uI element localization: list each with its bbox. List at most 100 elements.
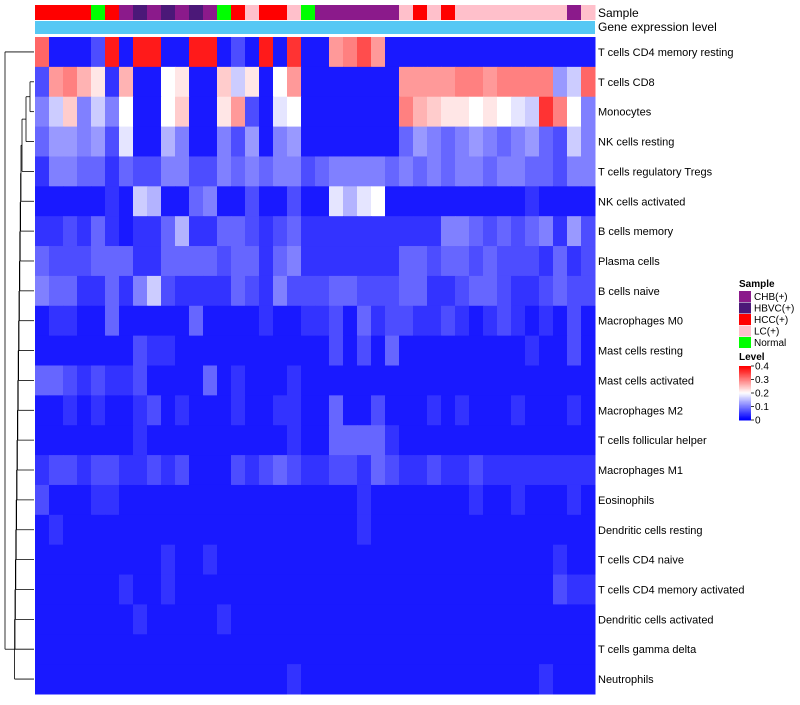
heatmap-cell <box>175 574 190 605</box>
heatmap-cell <box>105 335 120 366</box>
heatmap-cell <box>203 126 218 157</box>
heatmap-cell <box>343 425 358 456</box>
heatmap-cell <box>427 126 442 157</box>
heatmap-cell <box>273 156 288 187</box>
heatmap-cell <box>357 604 372 635</box>
heatmap-cell <box>35 186 50 217</box>
heatmap-cell <box>119 335 134 366</box>
heatmap-cell <box>385 395 400 426</box>
sample-legend-label: Normal <box>754 338 786 349</box>
heatmap-cell <box>455 126 470 157</box>
heatmap-cell <box>147 156 162 187</box>
heatmap-cell <box>189 425 204 456</box>
heatmap-cell <box>399 455 414 486</box>
heatmap-cell <box>399 126 414 157</box>
heatmap-cell <box>539 455 554 486</box>
heatmap-cell <box>231 664 246 695</box>
heatmap-cell <box>553 604 568 635</box>
heatmap-cell <box>385 574 400 605</box>
heatmap-cell <box>497 216 512 247</box>
row-labels: T cells CD4 memory resting T cells CD8 Mon… <box>598 47 745 686</box>
sample-annotation-cell <box>581 5 596 20</box>
heatmap-cell <box>119 634 134 665</box>
heatmap-cell <box>385 66 400 98</box>
heatmap-cell <box>287 484 302 516</box>
heatmap-cell <box>301 664 316 695</box>
row-label: NK cells activated <box>598 196 685 208</box>
heatmap-cell <box>273 574 288 605</box>
heatmap-cell <box>35 574 50 605</box>
heatmap-cell <box>357 156 372 187</box>
heatmap-cell <box>133 216 148 247</box>
heatmap-cell <box>371 246 386 277</box>
heatmap-cell <box>385 275 400 307</box>
row-label: Monocytes <box>598 107 652 119</box>
heatmap-cell <box>497 455 512 486</box>
heatmap-cell <box>483 425 498 456</box>
heatmap-cell <box>497 275 512 307</box>
heatmap-cell <box>343 455 358 486</box>
heatmap-cell <box>49 484 64 516</box>
heatmap-cell <box>497 664 512 695</box>
heatmap-cell <box>217 395 232 426</box>
heatmap-cell <box>301 425 316 456</box>
heatmap-cell <box>483 335 498 366</box>
heatmap-cell <box>371 126 386 157</box>
heatmap-cell <box>497 186 512 217</box>
heatmap-cell <box>329 275 344 307</box>
sample-annotation-cell <box>175 5 190 20</box>
heatmap-cell <box>245 634 260 665</box>
heatmap-cell <box>231 425 246 456</box>
heatmap-cell <box>175 66 190 98</box>
heatmap-cell <box>511 664 526 695</box>
heatmap-cell <box>133 604 148 635</box>
heatmap-cell <box>217 604 232 635</box>
heatmap-cell <box>91 305 106 337</box>
heatmap-cell <box>63 604 78 635</box>
heatmap-cell <box>273 37 288 68</box>
heatmap-cell <box>203 455 218 486</box>
heatmap-cell <box>91 126 106 157</box>
sample-annotation-cell <box>567 5 582 20</box>
heatmap-cell <box>203 335 218 366</box>
heatmap-cell <box>147 305 162 337</box>
heatmap-cell <box>161 604 176 635</box>
row-label: Plasma cells <box>598 256 660 268</box>
heatmap-cell <box>427 96 442 128</box>
heatmap-cell <box>315 455 330 486</box>
heatmap-cell <box>469 574 484 605</box>
heatmap-cell <box>413 484 428 516</box>
heatmap-cell <box>217 425 232 456</box>
heatmap-cell <box>413 66 428 98</box>
level-legend-gradient-step <box>739 393 751 395</box>
sample-legend-swatch <box>739 302 751 314</box>
heatmap-cell <box>539 186 554 217</box>
heatmap-cell <box>413 156 428 187</box>
heatmap-cell <box>553 216 568 247</box>
heatmap-cell <box>175 305 190 337</box>
heatmap-cell <box>63 484 78 516</box>
heatmap-cell <box>301 574 316 605</box>
heatmap-cell <box>441 216 456 247</box>
heatmap-cell <box>343 634 358 665</box>
heatmap-cell <box>581 484 596 516</box>
heatmap-cell <box>63 37 78 68</box>
heatmap-cell <box>287 156 302 187</box>
heatmap-cell <box>441 395 456 426</box>
heatmap-cell <box>329 365 344 396</box>
heatmap-cell <box>483 544 498 576</box>
heatmap-cell <box>413 275 428 307</box>
heatmap-cell <box>539 574 554 605</box>
heatmap-cell <box>77 37 92 68</box>
heatmap-cell <box>399 365 414 396</box>
heatmap-cell <box>567 544 582 576</box>
heatmap-cell <box>399 275 414 307</box>
heatmap-cell <box>539 664 554 695</box>
row-label: B cells naive <box>598 286 660 298</box>
heatmap-cell <box>259 156 274 187</box>
heatmap-cell <box>385 126 400 157</box>
heatmap-cell <box>371 335 386 366</box>
heatmap-cell <box>399 425 414 456</box>
heatmap-cell <box>427 544 442 576</box>
heatmap-cell <box>259 455 274 486</box>
